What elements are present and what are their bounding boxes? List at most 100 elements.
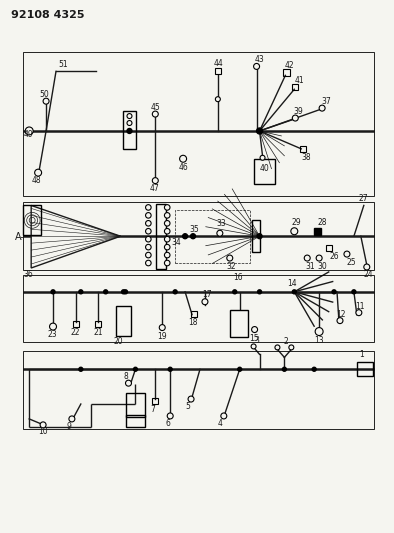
Text: 41: 41	[294, 76, 304, 85]
Circle shape	[275, 345, 280, 350]
Circle shape	[180, 155, 187, 162]
Text: 35: 35	[189, 225, 199, 234]
Circle shape	[227, 255, 233, 261]
Text: 7: 7	[151, 405, 155, 414]
Circle shape	[152, 177, 158, 183]
Circle shape	[35, 169, 42, 176]
Circle shape	[79, 290, 83, 294]
Circle shape	[145, 244, 151, 250]
Circle shape	[332, 290, 336, 294]
Text: 45: 45	[151, 103, 160, 112]
Circle shape	[352, 290, 356, 294]
Circle shape	[337, 318, 343, 324]
Text: 44: 44	[214, 59, 224, 68]
Text: 32: 32	[227, 262, 236, 271]
Circle shape	[304, 255, 310, 261]
Circle shape	[221, 413, 227, 419]
Bar	[123, 111, 136, 149]
Bar	[252, 220, 260, 252]
Text: 8: 8	[124, 372, 128, 381]
Circle shape	[145, 229, 151, 234]
Text: 50: 50	[39, 90, 49, 99]
Bar	[314, 228, 321, 235]
Bar	[283, 69, 290, 76]
Circle shape	[292, 290, 296, 294]
Circle shape	[164, 260, 170, 266]
Text: 49: 49	[23, 130, 33, 139]
Bar	[191, 311, 197, 317]
Text: 23: 23	[47, 329, 57, 338]
Bar	[175, 211, 250, 263]
Text: 1: 1	[359, 350, 364, 359]
Bar	[23, 205, 41, 235]
Circle shape	[238, 367, 242, 372]
Text: 36: 36	[23, 270, 33, 279]
Circle shape	[252, 327, 258, 333]
Circle shape	[188, 396, 194, 402]
Text: 43: 43	[255, 55, 264, 64]
Bar	[23, 203, 374, 270]
Circle shape	[121, 290, 126, 294]
Text: 25: 25	[347, 258, 357, 267]
Text: 31: 31	[305, 262, 315, 271]
Circle shape	[50, 323, 56, 330]
Text: 39: 39	[293, 107, 303, 116]
Bar	[300, 146, 306, 152]
Circle shape	[164, 213, 170, 218]
Circle shape	[356, 310, 362, 316]
Circle shape	[291, 228, 298, 235]
Bar	[115, 306, 132, 335]
Circle shape	[319, 105, 325, 111]
Circle shape	[145, 252, 151, 258]
Text: 51: 51	[58, 60, 68, 69]
Circle shape	[173, 290, 177, 294]
Circle shape	[124, 290, 128, 294]
Circle shape	[164, 229, 170, 234]
Circle shape	[152, 111, 158, 117]
Text: 16: 16	[233, 273, 242, 282]
Bar	[292, 84, 298, 90]
Bar	[326, 245, 332, 251]
Text: 21: 21	[94, 328, 103, 336]
Text: 22: 22	[71, 328, 80, 336]
Text: 4: 4	[218, 419, 223, 428]
Circle shape	[79, 367, 83, 372]
Text: 9: 9	[67, 422, 72, 431]
Circle shape	[127, 120, 132, 125]
Circle shape	[40, 422, 46, 428]
Text: 17: 17	[202, 290, 212, 299]
Circle shape	[145, 237, 151, 242]
Text: 40: 40	[260, 164, 269, 173]
Circle shape	[251, 344, 256, 349]
Text: 24: 24	[364, 270, 374, 279]
Circle shape	[315, 328, 323, 335]
Circle shape	[344, 251, 350, 257]
Text: 28: 28	[317, 219, 327, 227]
Circle shape	[282, 367, 286, 372]
Text: 2: 2	[283, 337, 288, 346]
Bar	[156, 205, 166, 269]
Circle shape	[104, 290, 108, 294]
Circle shape	[316, 255, 322, 261]
Circle shape	[127, 114, 132, 118]
Circle shape	[164, 205, 170, 210]
Circle shape	[159, 325, 165, 330]
Bar	[126, 393, 145, 417]
Text: 38: 38	[301, 153, 311, 162]
Circle shape	[258, 290, 262, 294]
Text: 12: 12	[336, 310, 346, 319]
Circle shape	[364, 264, 370, 270]
Circle shape	[43, 98, 49, 104]
Circle shape	[289, 345, 294, 350]
Circle shape	[164, 221, 170, 226]
Bar	[254, 159, 275, 183]
Circle shape	[260, 155, 265, 160]
Circle shape	[202, 299, 208, 305]
Circle shape	[145, 213, 151, 218]
Circle shape	[25, 127, 33, 135]
Text: 15: 15	[250, 334, 259, 343]
Circle shape	[69, 416, 75, 422]
Circle shape	[216, 96, 220, 102]
Text: 3: 3	[255, 336, 260, 345]
Bar	[95, 321, 101, 327]
